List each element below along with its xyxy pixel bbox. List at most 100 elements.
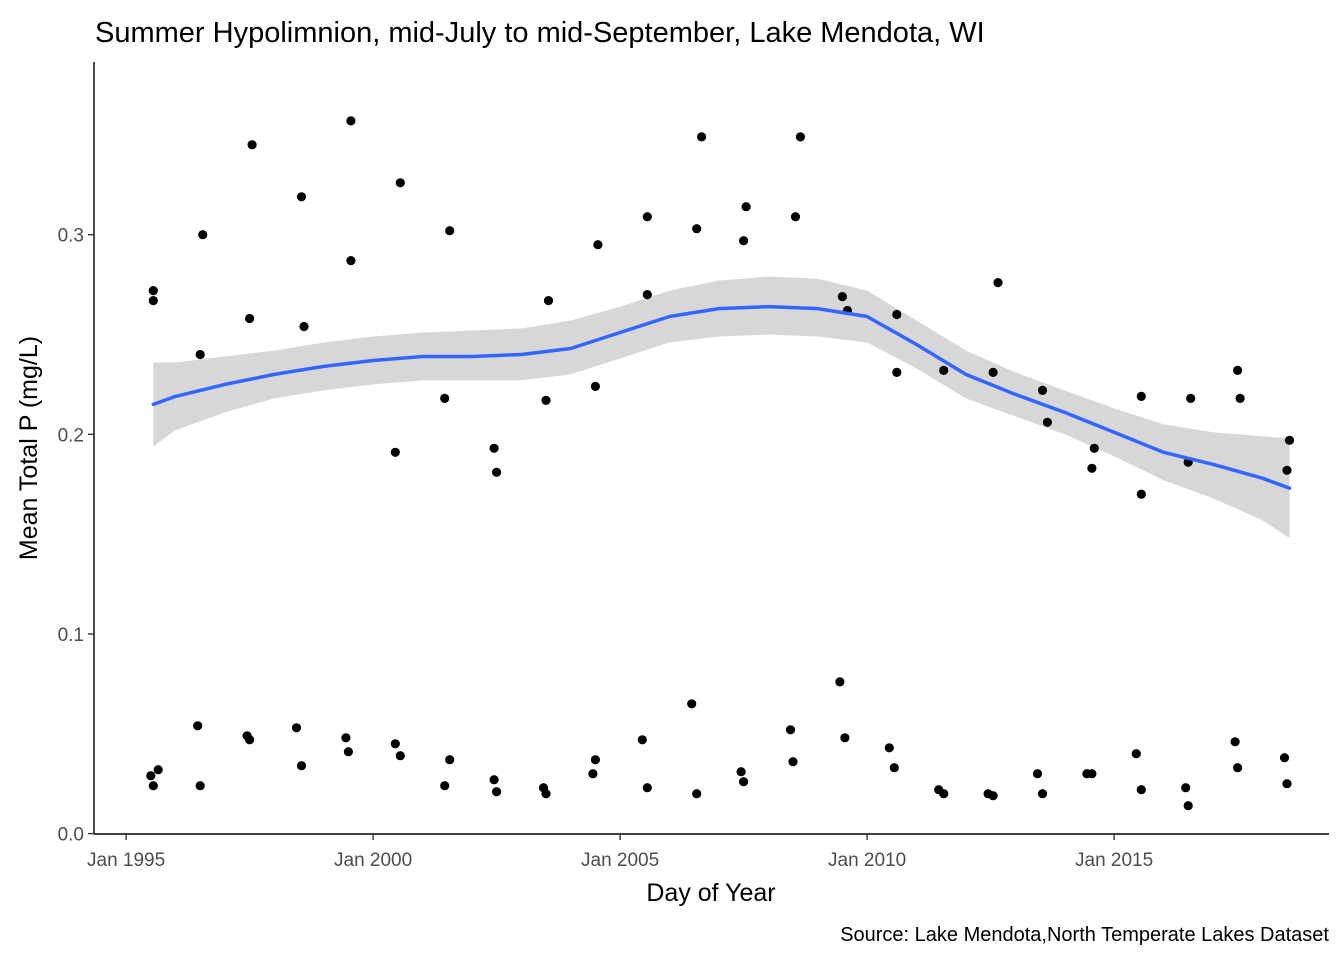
data-point: [642, 290, 652, 300]
data-point: [245, 735, 255, 745]
data-point: [1279, 753, 1290, 763]
data-point: [1233, 365, 1243, 375]
data-point: [1186, 393, 1196, 403]
data-point: [146, 771, 156, 781]
data-point: [148, 286, 158, 296]
data-point: [148, 781, 158, 791]
data-point: [988, 367, 998, 377]
smooth-trend-line: [151, 304, 1292, 490]
data-point: [642, 212, 652, 222]
data-point: [390, 739, 400, 749]
data-point: [395, 751, 405, 761]
data-point: [245, 313, 255, 324]
data-point: [296, 192, 307, 202]
data-point: [692, 789, 702, 799]
data-point: [193, 721, 203, 731]
data-point: [1183, 801, 1193, 811]
data-point: [1181, 783, 1191, 793]
data-point: [1233, 763, 1243, 773]
data-point: [939, 789, 949, 799]
data-point: [1136, 489, 1146, 499]
x-tick-label: Jan 2015: [1075, 850, 1153, 871]
data-point: [687, 699, 697, 709]
data-point: [341, 733, 351, 743]
data-point: [346, 116, 356, 126]
data-point: [198, 230, 208, 240]
y-tick-label: 0.1: [58, 625, 84, 646]
x-axis-ticks: Jan 1995 Jan 2000 Jan 2005 Jan 2010 Jan 2015: [87, 834, 1153, 871]
data-point: [939, 365, 949, 375]
data-point: [692, 224, 702, 234]
data-point: [195, 781, 205, 791]
data-point: [1089, 443, 1099, 453]
confidence-ribbon: [153, 276, 1290, 539]
data-point: [541, 395, 551, 405]
data-point: [884, 743, 894, 753]
data-point: [736, 767, 746, 777]
data-point: [445, 226, 455, 236]
data-point: [588, 769, 598, 779]
data-points: [146, 116, 1295, 811]
x-axis-title: Day of Year: [646, 879, 775, 907]
data-point: [489, 443, 499, 453]
data-point: [440, 393, 450, 403]
data-point: [593, 240, 603, 250]
data-point: [785, 725, 796, 735]
data-point: [1037, 789, 1048, 799]
data-point: [993, 278, 1003, 288]
y-axis-ticks: 0.0 0.1 0.2 0.3: [58, 226, 94, 846]
data-point: [299, 321, 309, 332]
x-tick-label: Jan 2005: [581, 850, 659, 871]
data-point: [541, 789, 551, 799]
data-point: [1131, 749, 1141, 759]
data-point: [346, 256, 356, 266]
data-point: [889, 763, 899, 773]
data-point: [788, 757, 798, 767]
data-point: [739, 236, 749, 246]
data-point: [1282, 779, 1292, 789]
data-point: [642, 783, 652, 793]
data-point: [795, 132, 806, 142]
data-point: [837, 292, 848, 302]
y-tick-label: 0.2: [58, 425, 84, 446]
chart-title: Summer Hypolimnion, mid-July to mid-Sept…: [95, 17, 985, 49]
data-point: [445, 755, 455, 765]
y-axis-title: Mean Total P (mg/L): [15, 336, 43, 560]
data-point: [1087, 769, 1097, 779]
x-tick-label: Jan 2010: [828, 850, 906, 871]
data-point: [1230, 737, 1240, 747]
y-tick-label: 0.3: [58, 226, 84, 247]
data-point: [1235, 393, 1245, 403]
data-point: [590, 381, 601, 391]
data-point: [1282, 465, 1292, 475]
data-point: [590, 755, 601, 765]
data-point: [489, 775, 499, 785]
data-point: [195, 349, 205, 360]
data-point: [739, 777, 749, 787]
data-point: [291, 723, 302, 733]
data-point: [148, 296, 158, 306]
data-point: [440, 781, 450, 791]
data-point: [492, 467, 502, 477]
data-point: [343, 747, 353, 757]
data-point: [1087, 463, 1097, 473]
data-point: [835, 677, 845, 687]
data-point: [790, 212, 801, 222]
data-point: [741, 202, 751, 212]
data-point: [1284, 435, 1295, 445]
data-point: [840, 733, 850, 743]
data-point: [492, 787, 502, 797]
data-point: [395, 178, 405, 188]
source-caption: Source: Lake Mendota,North Temperate Lak…: [840, 924, 1329, 946]
data-point: [892, 367, 902, 377]
data-point: [153, 765, 163, 775]
data-point: [296, 761, 307, 771]
data-point: [697, 132, 707, 142]
data-point: [1037, 385, 1048, 395]
x-tick-label: Jan 1995: [87, 850, 165, 871]
data-point: [637, 735, 647, 745]
data-point: [247, 140, 257, 150]
y-tick-label: 0.0: [58, 825, 84, 846]
data-point: [543, 296, 554, 306]
